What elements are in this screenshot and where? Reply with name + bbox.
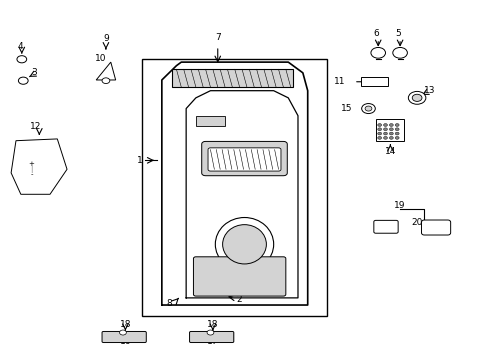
Text: 12: 12: [30, 122, 41, 131]
Polygon shape: [96, 62, 116, 80]
Text: 10: 10: [95, 54, 106, 63]
Ellipse shape: [222, 225, 266, 264]
Text: 17: 17: [207, 337, 218, 346]
FancyBboxPatch shape: [375, 119, 403, 141]
Circle shape: [119, 330, 126, 335]
Text: 9: 9: [103, 35, 108, 44]
Text: +: +: [28, 161, 34, 167]
Circle shape: [388, 128, 392, 131]
FancyBboxPatch shape: [207, 148, 281, 171]
FancyBboxPatch shape: [193, 257, 285, 296]
Bar: [196, 116, 224, 126]
Circle shape: [394, 123, 398, 126]
Circle shape: [17, 56, 27, 63]
Text: 3: 3: [32, 68, 37, 77]
FancyBboxPatch shape: [189, 332, 233, 342]
Circle shape: [365, 106, 371, 111]
Polygon shape: [11, 139, 67, 194]
Text: 8: 8: [166, 299, 172, 308]
Circle shape: [394, 132, 398, 135]
Text: 5: 5: [394, 29, 400, 38]
Circle shape: [370, 48, 385, 58]
Circle shape: [388, 123, 392, 126]
Text: 16: 16: [120, 337, 131, 346]
Circle shape: [206, 330, 213, 335]
Ellipse shape: [215, 217, 273, 271]
Circle shape: [392, 48, 407, 58]
Circle shape: [383, 128, 386, 131]
Circle shape: [388, 132, 392, 135]
Text: 13: 13: [423, 86, 434, 95]
Text: 11: 11: [333, 77, 345, 86]
Circle shape: [407, 91, 425, 104]
Text: |: |: [30, 166, 33, 173]
Text: 14: 14: [384, 147, 395, 156]
FancyBboxPatch shape: [361, 77, 387, 86]
Circle shape: [383, 123, 386, 126]
Circle shape: [411, 94, 421, 102]
Text: 18: 18: [207, 320, 218, 329]
Text: 18: 18: [120, 320, 131, 329]
Circle shape: [377, 123, 381, 126]
FancyBboxPatch shape: [373, 220, 397, 233]
Circle shape: [388, 136, 392, 139]
Circle shape: [377, 132, 381, 135]
Circle shape: [19, 77, 28, 84]
FancyBboxPatch shape: [421, 220, 450, 235]
Circle shape: [377, 128, 381, 131]
Text: 7: 7: [214, 33, 220, 42]
FancyBboxPatch shape: [142, 59, 326, 316]
Circle shape: [361, 104, 374, 113]
Text: 1: 1: [137, 156, 142, 165]
Text: 2: 2: [236, 295, 242, 304]
Circle shape: [383, 132, 386, 135]
Text: 20: 20: [410, 219, 422, 228]
Bar: [171, 69, 292, 87]
Text: -: -: [30, 172, 33, 177]
Circle shape: [394, 128, 398, 131]
Circle shape: [394, 136, 398, 139]
Circle shape: [377, 136, 381, 139]
FancyBboxPatch shape: [102, 332, 146, 342]
Text: 19: 19: [393, 201, 405, 210]
FancyBboxPatch shape: [201, 141, 287, 176]
Text: 6: 6: [372, 29, 378, 38]
Circle shape: [102, 78, 110, 84]
Circle shape: [383, 136, 386, 139]
Text: 4: 4: [18, 41, 23, 50]
Text: 15: 15: [340, 104, 352, 113]
